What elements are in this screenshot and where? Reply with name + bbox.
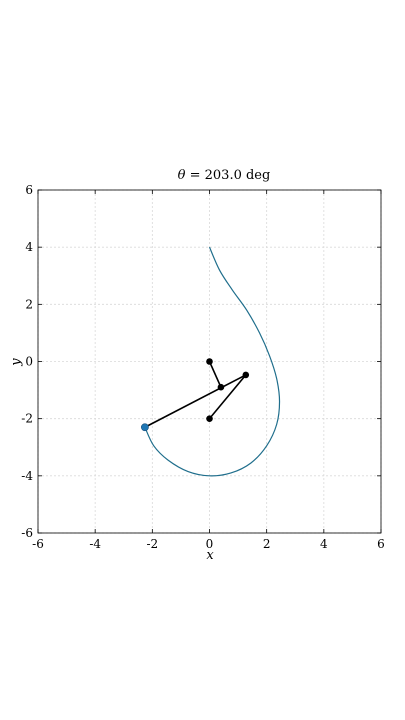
- x-tick-label: 2: [263, 537, 271, 551]
- chart-title: θ = 203.0 deg: [178, 168, 271, 183]
- tracer-point: [141, 423, 149, 432]
- x-axis-label: x: [206, 548, 214, 563]
- linkage-joint: [217, 383, 225, 391]
- y-tick-label: -6: [21, 526, 33, 540]
- axis-ticks: -6 -4 -2 0 2 4 6 -6 -4 -2 0 2 4 6: [21, 183, 385, 551]
- linkage-joint: [242, 371, 250, 379]
- y-tick-label: 0: [25, 355, 33, 369]
- linkage-bar: [208, 361, 222, 388]
- linkage-joint: [206, 358, 213, 365]
- curve-layer: [144, 246, 281, 477]
- title-variable: θ: [178, 168, 186, 183]
- x-tick-label: 6: [377, 537, 385, 551]
- x-tick-label: -6: [32, 537, 44, 551]
- x-tick-label: 4: [320, 537, 328, 551]
- y-tick-label: 4: [25, 240, 33, 254]
- linkage-bar: [144, 374, 247, 428]
- linkage-joint: [206, 415, 213, 422]
- x-tick-label: -2: [146, 537, 158, 551]
- y-tick-label: -4: [21, 469, 33, 483]
- linkage-bar: [208, 374, 247, 420]
- linkage-layer: [141, 358, 250, 432]
- title-text: = 203.0 deg: [185, 168, 270, 183]
- y-tick-label: 6: [25, 183, 33, 197]
- trace-curve: [144, 246, 281, 477]
- y-tick-label: 2: [25, 297, 33, 311]
- x-tick-label: -4: [89, 537, 101, 551]
- y-tick-label: -2: [21, 412, 33, 426]
- x-tick-label: 0: [206, 537, 214, 551]
- y-axis-label: y: [9, 358, 24, 367]
